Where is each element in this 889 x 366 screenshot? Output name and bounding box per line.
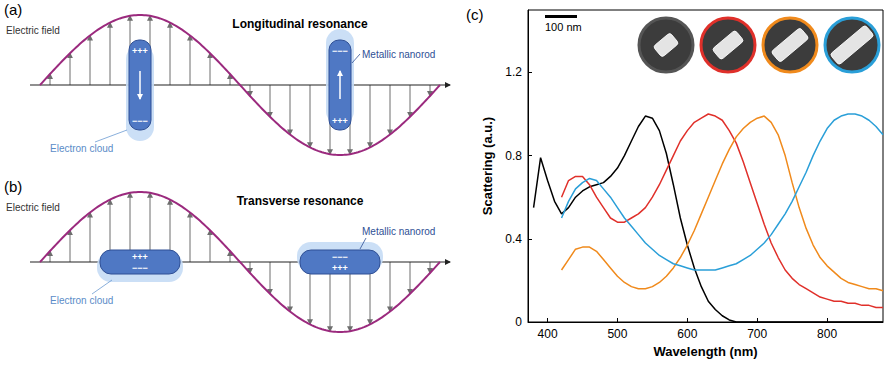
svg-text:+++: +++ (132, 252, 148, 262)
svg-text:(b): (b) (4, 178, 22, 195)
svg-text:Metallic nanorod: Metallic nanorod (362, 226, 435, 237)
svg-text:Electron cloud: Electron cloud (50, 295, 113, 306)
svg-text:100 nm: 100 nm (545, 21, 582, 33)
svg-text:Transverse resonance: Transverse resonance (237, 194, 364, 208)
svg-text:(c): (c) (466, 6, 484, 23)
svg-text:−−−: −−− (332, 252, 348, 262)
svg-text:0.4: 0.4 (505, 232, 522, 246)
svg-text:600: 600 (677, 327, 697, 341)
svg-text:−−−: −−− (132, 263, 148, 273)
svg-text:0: 0 (515, 315, 522, 329)
svg-text:+++: +++ (332, 263, 348, 273)
svg-text:700: 700 (747, 327, 767, 341)
svg-text:500: 500 (607, 327, 627, 341)
svg-text:−−−: −−− (132, 116, 148, 126)
svg-text:0.8: 0.8 (505, 149, 522, 163)
svg-text:Wavelength (nm): Wavelength (nm) (653, 344, 757, 359)
svg-text:−−−: −−− (332, 46, 348, 56)
svg-text:800: 800 (817, 327, 837, 341)
svg-text:Electron cloud: Electron cloud (50, 143, 113, 154)
svg-text:Longitudinal resonance: Longitudinal resonance (232, 17, 368, 31)
svg-text:1.2: 1.2 (505, 65, 522, 79)
svg-text:+++: +++ (332, 116, 348, 126)
svg-text:+++: +++ (132, 46, 148, 56)
svg-text:400: 400 (538, 327, 558, 341)
svg-text:Scattering (a.u.): Scattering (a.u.) (480, 117, 495, 215)
svg-text:Electric field: Electric field (6, 25, 60, 36)
svg-text:Electric field: Electric field (6, 202, 60, 213)
svg-text:Metallic nanorod: Metallic nanorod (362, 49, 435, 60)
svg-text:(a): (a) (4, 1, 22, 18)
